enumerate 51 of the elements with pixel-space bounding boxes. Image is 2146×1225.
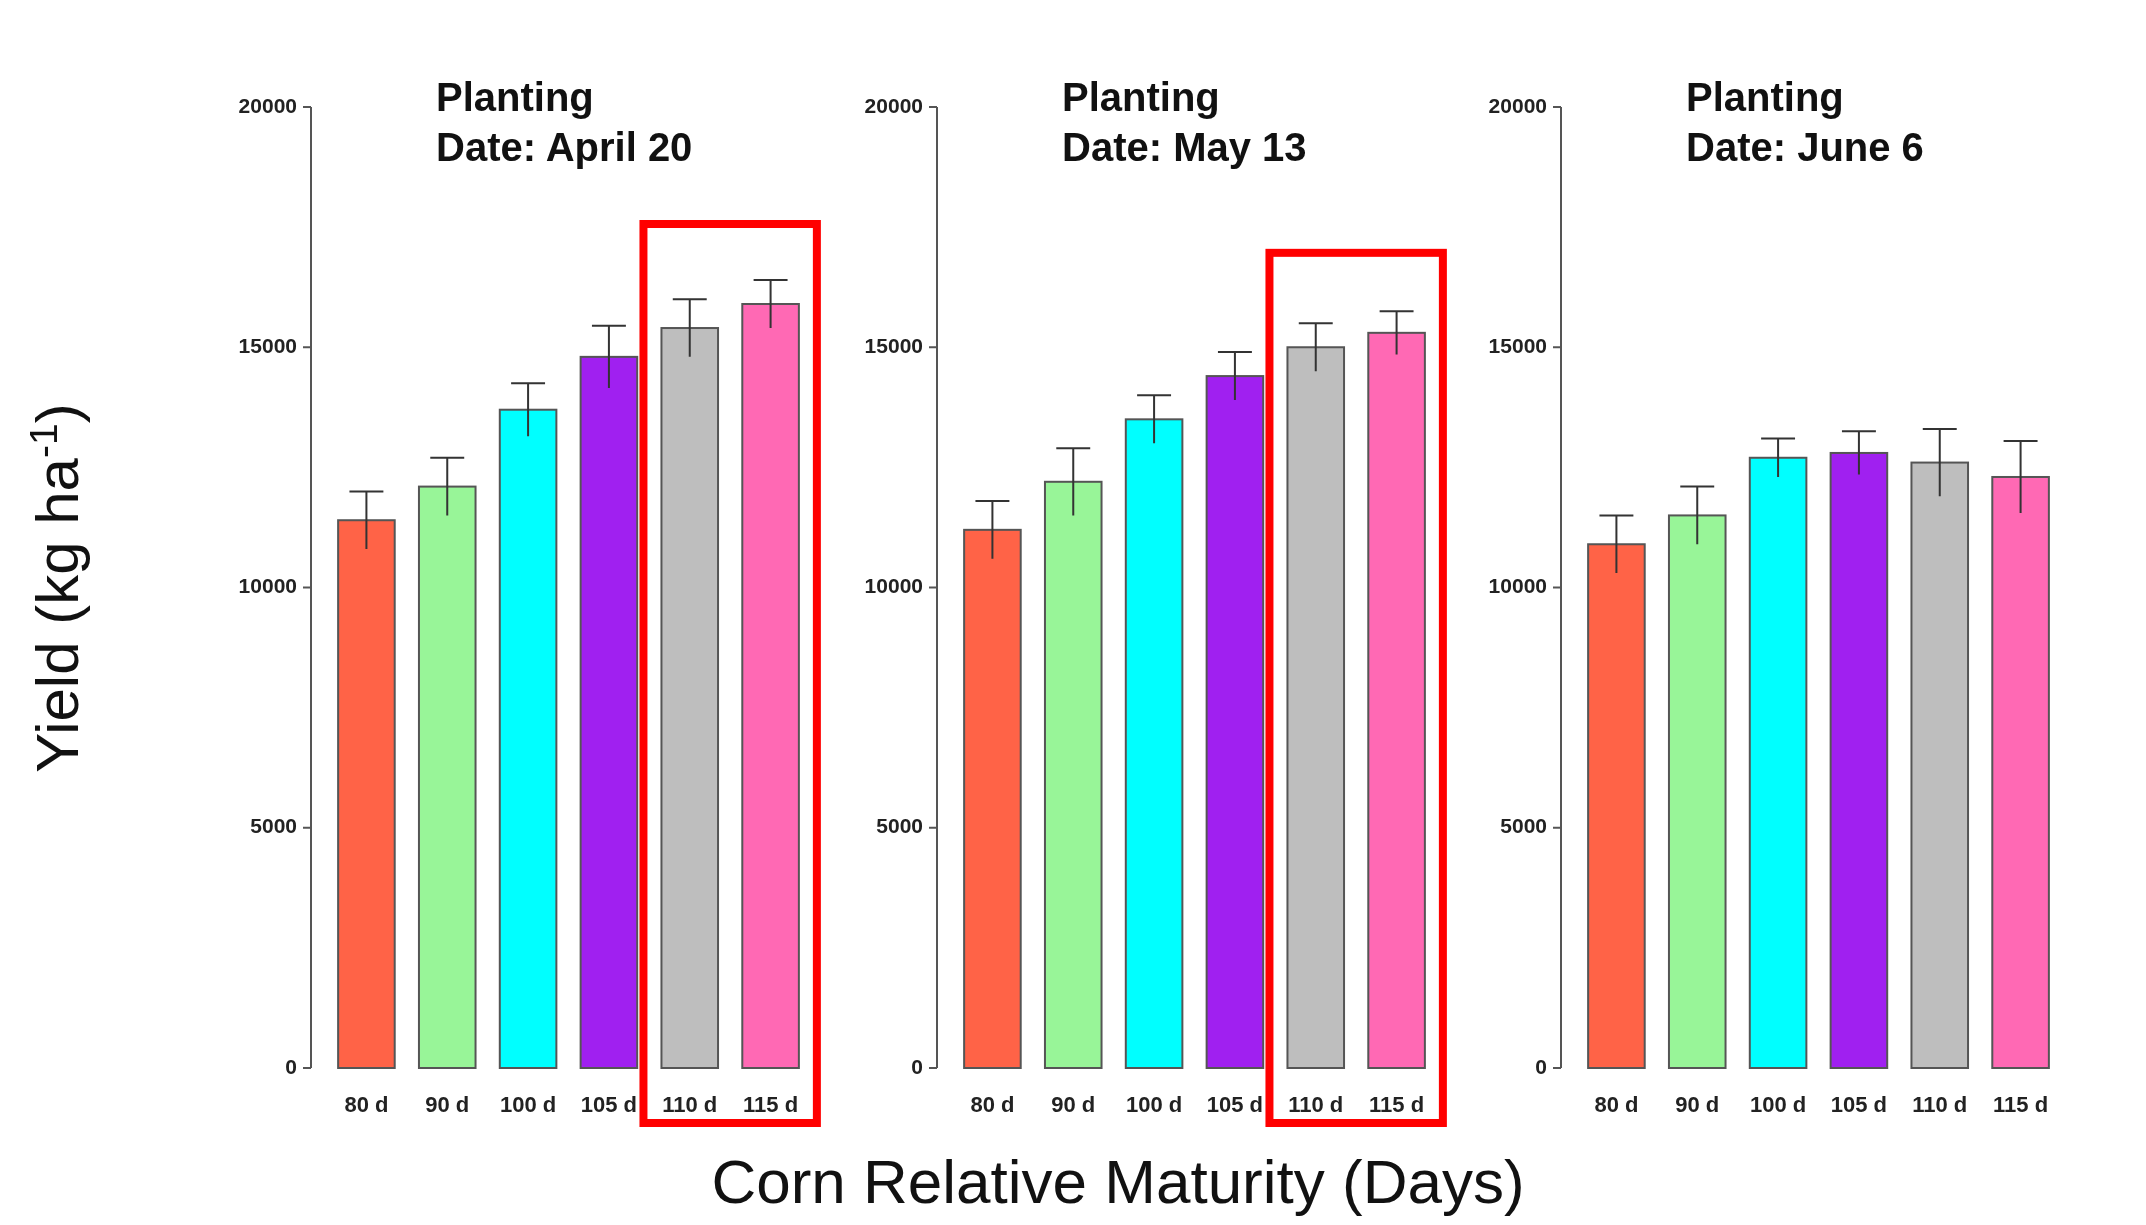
chart-title: Planting Date: April 20 bbox=[436, 75, 693, 169]
x-tick-label: 80 d bbox=[970, 1092, 1015, 1117]
x-tick-label: 80 d bbox=[1594, 1092, 1639, 1117]
bar bbox=[1910, 461, 1970, 1069]
y-tick-label: 20000 bbox=[864, 93, 923, 117]
x-tick-label: 90 d bbox=[425, 1092, 470, 1117]
y-tick-label: 15000 bbox=[1488, 333, 1547, 357]
x-tick-label: 115 d bbox=[1369, 1092, 1425, 1117]
x-tick-label: 110 d bbox=[1288, 1092, 1344, 1117]
x-tick-label: 100 d bbox=[1749, 1092, 1807, 1117]
y-tick-label: 10000 bbox=[1488, 574, 1547, 598]
x-tick-label: 105 d bbox=[1206, 1092, 1264, 1117]
y-tick-label: 5000 bbox=[1500, 814, 1547, 838]
y-tick-label: 15000 bbox=[864, 333, 923, 357]
bar bbox=[417, 485, 477, 1069]
x-tick-label: 100 d bbox=[1125, 1092, 1183, 1117]
y-tick-label: 0 bbox=[285, 1054, 297, 1078]
bar bbox=[741, 303, 800, 1069]
bar bbox=[1667, 514, 1727, 1069]
y-tick-label: 20000 bbox=[1488, 93, 1547, 117]
y-tick-label: 0 bbox=[911, 1054, 923, 1078]
bar bbox=[1829, 451, 1889, 1069]
x-tick-label: 90 d bbox=[1675, 1092, 1720, 1117]
bar bbox=[1991, 475, 2050, 1069]
y-tick-label: 10000 bbox=[238, 574, 297, 598]
bar bbox=[337, 519, 396, 1069]
y-tick-label: 15000 bbox=[238, 333, 297, 357]
y-tick-label: 20000 bbox=[238, 93, 297, 117]
bar bbox=[1124, 418, 1184, 1069]
bar bbox=[963, 528, 1022, 1069]
bar bbox=[1367, 331, 1426, 1069]
y-tick-label: 5000 bbox=[250, 814, 297, 838]
bar bbox=[1043, 480, 1103, 1069]
chart-title: Planting Date: June 6 bbox=[1686, 75, 1924, 169]
bar bbox=[1587, 543, 1646, 1069]
chart-title: Planting Date: May 13 bbox=[1062, 75, 1307, 169]
x-tick-label: 115 d bbox=[743, 1092, 799, 1117]
bar bbox=[1748, 456, 1808, 1069]
y-tick-label: 10000 bbox=[864, 574, 923, 598]
x-tick-label: 110 d bbox=[662, 1092, 718, 1117]
x-tick-label: 105 d bbox=[1830, 1092, 1888, 1117]
y-tick-label: 5000 bbox=[876, 814, 923, 838]
y-tick-label: 0 bbox=[1535, 1054, 1547, 1078]
x-tick-label: 100 d bbox=[499, 1092, 557, 1117]
x-tick-label: 110 d bbox=[1912, 1092, 1968, 1117]
bar bbox=[498, 408, 558, 1069]
x-axis-title: Corn Relative Maturity (Days) bbox=[711, 1147, 1525, 1216]
x-tick-label: 80 d bbox=[344, 1092, 389, 1117]
x-tick-label: 105 d bbox=[580, 1092, 638, 1117]
x-tick-label: 90 d bbox=[1051, 1092, 1096, 1117]
x-tick-label: 115 d bbox=[1993, 1092, 2049, 1117]
